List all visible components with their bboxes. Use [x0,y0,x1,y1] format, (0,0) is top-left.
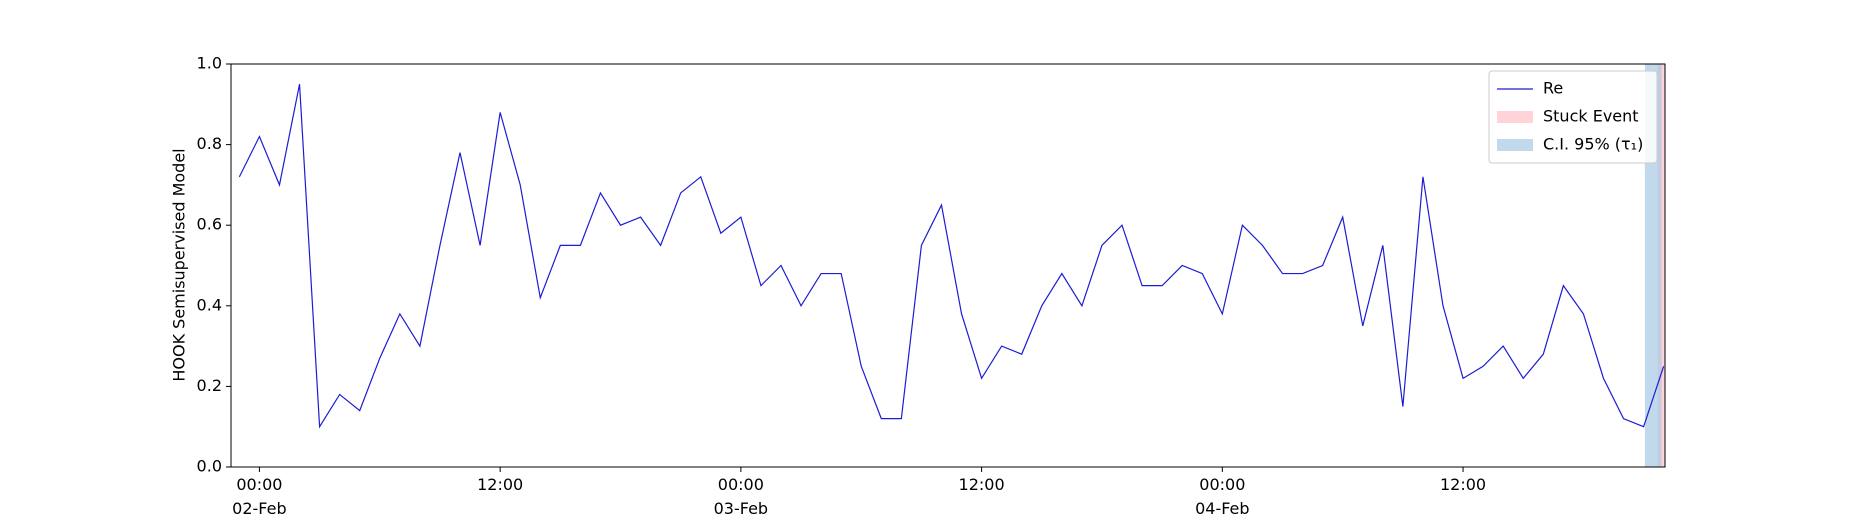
series-line [238,84,1665,429]
x-tick-label: 12:00 [958,475,1005,494]
legend-swatch [1497,139,1533,151]
plot-frame [230,63,1666,468]
y-tick-label: 0.8 [197,134,222,153]
y-tick-label: 0.2 [197,376,222,395]
x-tick-label: 12:00 [477,475,524,494]
legend: Re Stuck Event C.I. 95% (τ₁) [1488,70,1658,164]
y-axis-label: HOOK Semisupervised Model [170,148,189,381]
x-tick-label: 00:00 02-Feb 1900 [232,475,287,525]
span-band [1644,64,1662,467]
x-tick-label: 12:00 [1439,475,1487,494]
y-tick-label: 0.0 [197,457,222,476]
legend-label: Re [1543,79,1563,98]
y-tick-label: 1.0 [197,54,222,73]
legend-swatch [1497,111,1533,123]
x-tick-label: 00:00 04-Feb [1195,475,1250,518]
legend-label: Stuck Event [1543,107,1639,126]
x-tick-label: 00:00 03-Feb [713,475,769,518]
y-tick-label: 0.4 [197,295,222,314]
legend-label: C.I. 95% (τ₁) [1543,135,1643,154]
y-tick-label: 0.6 [197,215,222,234]
